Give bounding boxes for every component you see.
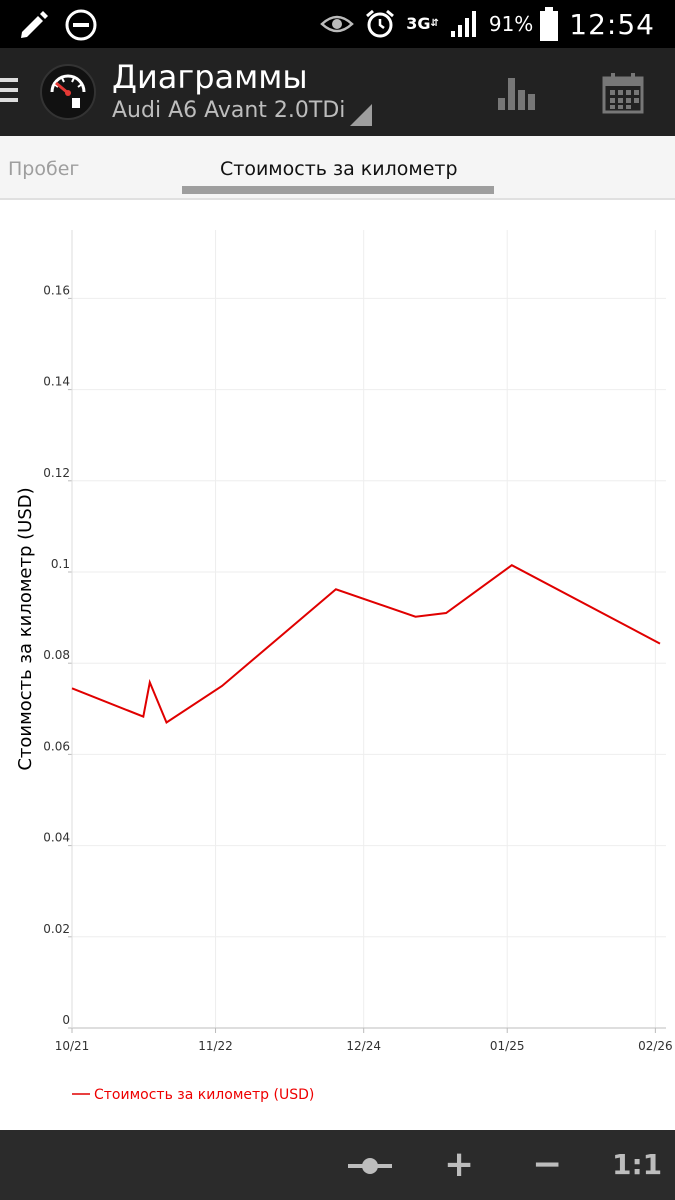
alarm-icon: [366, 9, 395, 38]
y-tick-labels: 0 0.02 0.04 0.06 0.08 0.1 0.12 0.14 0.16: [43, 283, 70, 1027]
zoom-out-button[interactable]: −: [532, 1144, 563, 1185]
x-tick-label: 11/22: [198, 1039, 233, 1053]
status-bar: 3G ⇵ 91% 12:54: [0, 0, 675, 48]
y-tick-label: 0.12: [43, 466, 70, 480]
calendar-icon[interactable]: [602, 72, 644, 114]
network-type: 3G ⇵: [406, 14, 439, 33]
page-title: Диаграммы: [112, 58, 308, 96]
y-tick-label: 0.14: [43, 375, 70, 389]
series-lines: [71, 564, 661, 724]
y-tick-label: 0.16: [43, 283, 70, 297]
dropdown-arrow-icon[interactable]: [350, 104, 372, 126]
grid-horizontal-lines: [72, 297, 666, 938]
series-line: [71, 564, 661, 724]
legend: Стоимость за километр (USD): [72, 1087, 314, 1103]
y-tick-label: 0: [62, 1013, 70, 1027]
battery-percent: 91%: [488, 12, 534, 36]
y-tick-label: 0.1: [51, 557, 70, 571]
tab-cost-per-km[interactable]: Стоимость за километр: [220, 158, 458, 180]
menu-icon[interactable]: [0, 78, 18, 108]
zoom-reset-button[interactable]: 1:1: [612, 1148, 663, 1181]
battery-icon: [540, 7, 559, 41]
app-bar: Диаграммы Audi A6 Avant 2.0TDi: [0, 48, 675, 136]
y-tick-label: 0.08: [43, 648, 70, 662]
x-tick-label: 10/21: [55, 1039, 90, 1053]
signal-icon: [450, 11, 476, 37]
tab-indicator: [182, 186, 494, 194]
axes: [68, 230, 666, 1033]
tab-mileage[interactable]: Пробег: [8, 158, 80, 180]
cost-per-km-chart: 0 0.02 0.04 0.06 0.08 0.1 0.12 0.14 0.16 10/21 11…: [15, 230, 673, 1103]
y-tick-label: 0.06: [43, 739, 70, 753]
y-axis-label: Стоимость за километр (USD): [15, 487, 36, 770]
network-arrows-icon: ⇵: [430, 18, 439, 29]
x-tick-labels: 10/21 11/22 12/24 01/25 02/26: [55, 1039, 673, 1053]
grid-vertical-lines: [71, 230, 656, 1028]
eye-icon: [320, 15, 355, 33]
x-tick-label: 01/25: [490, 1039, 525, 1053]
do-not-disturb-icon: [65, 9, 97, 41]
bar-chart-icon[interactable]: [496, 76, 538, 112]
bottom-toolbar: + − 1:1: [0, 1130, 675, 1200]
y-tick-label: 0.04: [43, 831, 70, 845]
x-tick-label: 12/24: [346, 1039, 381, 1053]
pencil-icon: [21, 11, 48, 38]
zoom-slider-icon[interactable]: [348, 1154, 392, 1178]
clock: 12:54: [569, 7, 655, 41]
y-tick-label: 0.02: [43, 922, 70, 936]
fuel-gauge-icon[interactable]: [40, 64, 96, 120]
zoom-in-button[interactable]: +: [444, 1144, 475, 1185]
vehicle-selector[interactable]: Audi A6 Avant 2.0TDi: [112, 98, 346, 123]
x-tick-label: 02/26: [638, 1039, 673, 1053]
tab-bar: Пробег Стоимость за километр: [0, 136, 675, 200]
legend-label: Стоимость за километр (USD): [94, 1087, 314, 1103]
